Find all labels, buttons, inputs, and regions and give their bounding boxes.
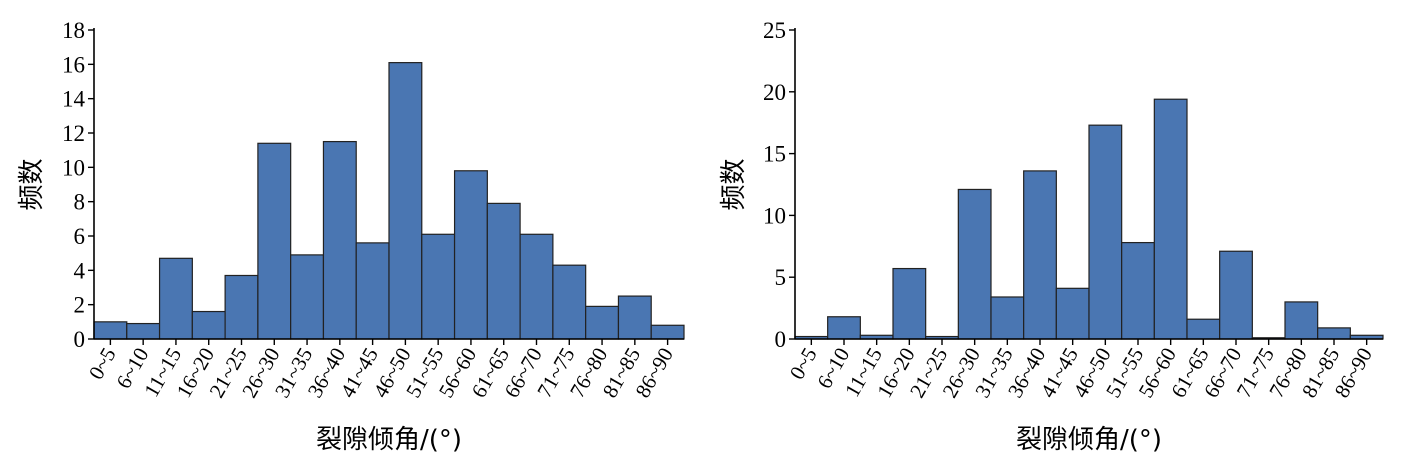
bar-16~20 [191, 310, 226, 340]
bar-56~60 [1153, 98, 1188, 340]
bar-36~40 [322, 140, 357, 340]
y-tick-label: 8 [74, 190, 86, 215]
bar-31~35 [990, 296, 1025, 340]
bar-86~90 [650, 324, 685, 340]
bar-66~70 [519, 233, 554, 340]
bar-26~30 [257, 142, 292, 340]
bar-66~70 [1219, 250, 1253, 340]
bar-56~60 [453, 170, 488, 340]
bar-16~20 [892, 267, 927, 340]
y-tick-label: 20 [763, 80, 786, 105]
bar-0~5 [93, 321, 128, 340]
y-axis-title: 频数 [719, 158, 749, 210]
x-axis-title: 裂隙倾角/(°) [1016, 425, 1162, 455]
right-histogram: 05101520250~56~1011~1516~2021~2526~3031~… [719, 18, 1384, 455]
bar-46~50 [388, 62, 423, 340]
left-histogram: 0246810121416180~56~1011~1516~2021~2526~… [17, 18, 685, 455]
bar-51~55 [1121, 241, 1155, 340]
y-tick-label: 0 [775, 327, 787, 352]
bar-36~40 [1023, 170, 1057, 340]
y-tick-label: 5 [775, 265, 787, 290]
bar-71~75 [552, 264, 587, 340]
x-axis-title: 裂隙倾角/(°) [316, 425, 462, 455]
y-tick-label: 10 [763, 203, 786, 228]
bar-81~85 [1317, 327, 1351, 340]
y-tick-label: 0 [74, 327, 86, 352]
bar-76~80 [585, 305, 620, 340]
y-tick-label: 18 [62, 18, 85, 43]
y-tick-label: 25 [763, 18, 786, 43]
y-tick-label: 14 [62, 87, 86, 112]
bar-51~55 [421, 233, 456, 340]
y-tick-label: 6 [74, 224, 86, 249]
bar-6~10 [827, 316, 861, 340]
y-tick-label: 10 [62, 155, 85, 180]
y-tick-label: 4 [74, 258, 86, 283]
y-tick-label: 15 [763, 142, 786, 167]
y-axis-title: 频数 [17, 158, 47, 210]
bar-41~45 [355, 242, 390, 340]
bar-6~10 [126, 322, 161, 340]
bar-76~80 [1284, 301, 1319, 340]
bar-11~15 [158, 257, 193, 340]
bar-26~30 [957, 188, 992, 340]
bar-61~65 [1186, 318, 1221, 340]
bar-41~45 [1055, 287, 1090, 340]
y-tick-label: 2 [74, 293, 86, 318]
y-tick-label: 12 [62, 121, 85, 146]
y-tick-label: 16 [62, 52, 85, 77]
bar-31~35 [290, 254, 325, 340]
bar-61~65 [486, 202, 521, 340]
bar-81~85 [617, 295, 652, 340]
bar-21~25 [224, 274, 259, 340]
bar-46~50 [1088, 124, 1123, 340]
